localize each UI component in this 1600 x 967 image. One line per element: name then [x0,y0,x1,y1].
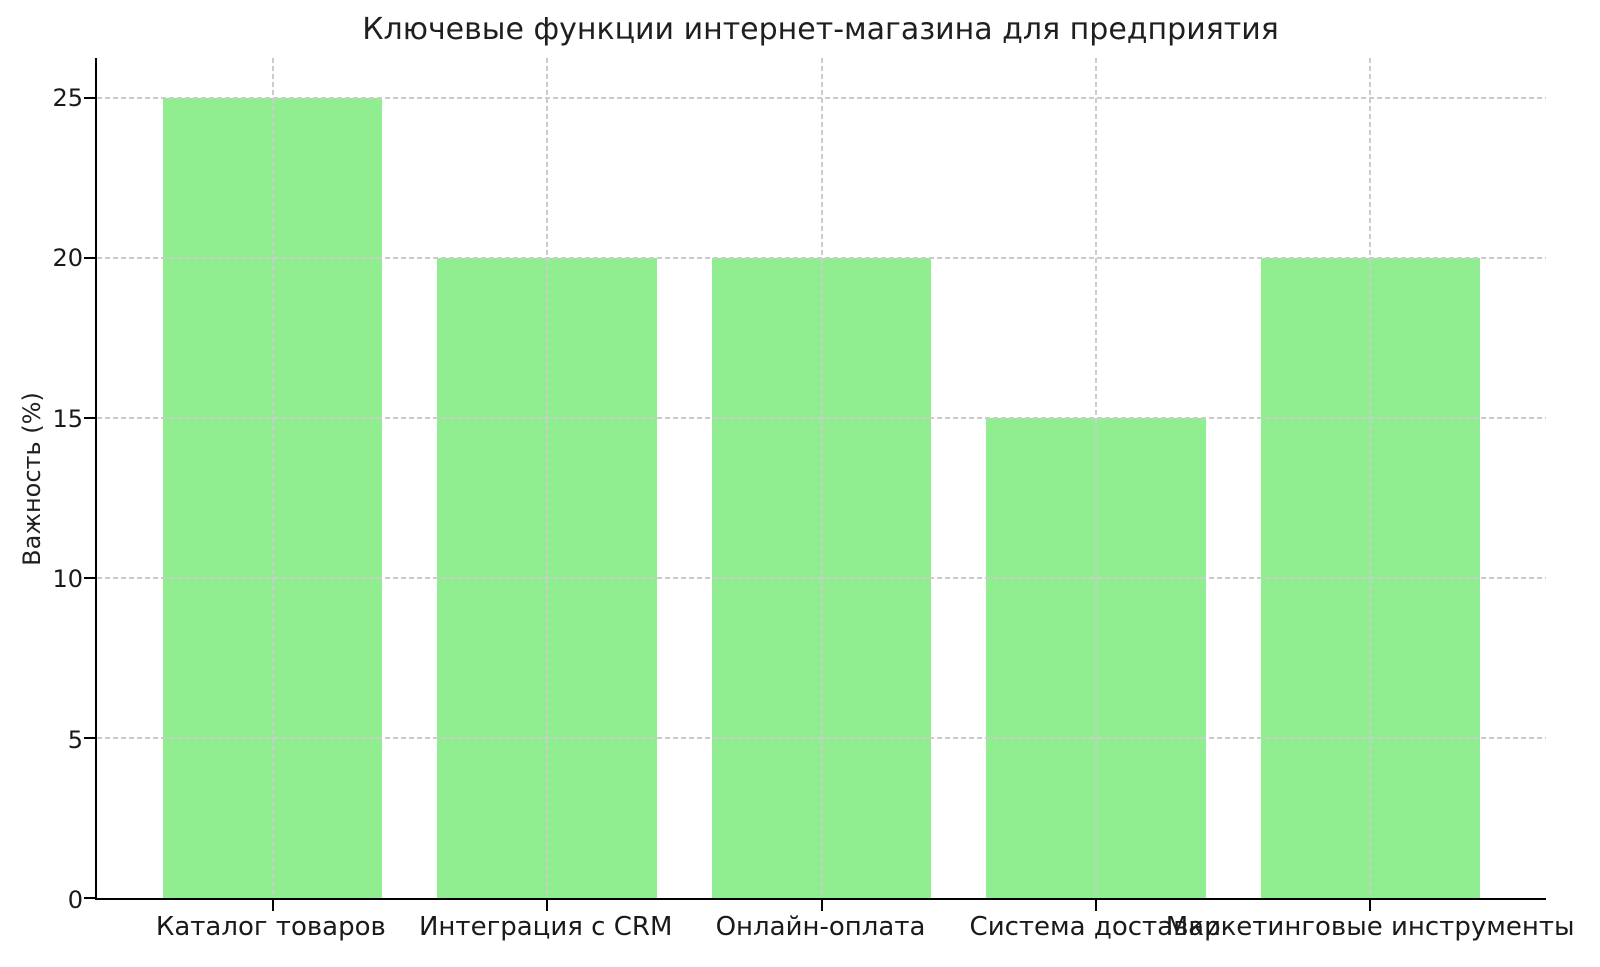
v-gridline-4 [1094,58,1097,898]
y-tick-label-20: 20 [52,244,83,273]
v-gridline-3 [820,58,823,898]
v-gridline-1 [271,58,274,898]
y-tick-label-15: 15 [52,404,83,433]
y-tick-mark-10 [84,577,95,579]
y-tick-mark-20 [84,257,95,259]
y-tick-label-25: 25 [52,84,83,113]
y-axis-tick-labels: 0 5 10 15 20 25 [0,58,83,914]
v-gridline-2 [546,58,549,898]
x-tick-label-3: Онлайн-оплата [715,912,926,942]
x-axis-tick-labels: Каталог товаров Интеграция с CRM Онлайн-оп… [95,912,1575,952]
y-tick-mark-15 [84,417,95,419]
x-tick-mark-2 [546,900,549,911]
x-tick-mark-1 [271,900,274,911]
x-tick-mark-5 [1369,900,1372,911]
y-tick-mark-25 [84,97,95,99]
y-tick-mark-0 [84,897,95,899]
y-tick-label-5: 5 [67,725,83,754]
y-tick-label-10: 10 [52,565,83,594]
chart-title: Ключевые функции интернет-магазина для п… [362,12,1279,47]
y-tick-label-0: 0 [67,886,83,914]
plot-area [84,58,1546,911]
x-tick-label-5: Маркетинговые инструменты [1165,912,1575,942]
v-gridline-5 [1369,58,1372,898]
x-tick-mark-3 [820,900,823,911]
x-tick-mark-4 [1094,900,1097,911]
y-tick-mark-5 [84,737,95,739]
x-tick-label-4: Система доставки [969,912,1222,942]
x-tick-label-1: Каталог товаров [155,912,386,942]
x-tick-label-2: Интеграция с CRM [418,912,673,942]
